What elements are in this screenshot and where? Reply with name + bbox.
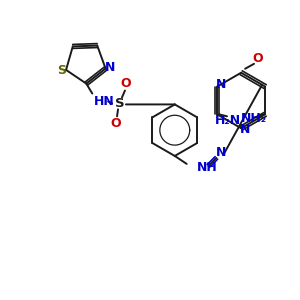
Text: N: N <box>216 146 226 160</box>
Text: N: N <box>240 123 250 136</box>
Text: NH: NH <box>196 161 217 174</box>
Text: O: O <box>111 117 122 130</box>
Text: H₂N: H₂N <box>215 114 242 127</box>
Text: NH₂: NH₂ <box>241 112 267 125</box>
Text: S: S <box>115 97 125 110</box>
Text: S: S <box>58 64 67 77</box>
Text: N: N <box>216 78 226 91</box>
Text: HN: HN <box>94 95 115 108</box>
Text: N: N <box>104 61 115 74</box>
Text: O: O <box>121 77 131 90</box>
Text: O: O <box>253 52 263 65</box>
